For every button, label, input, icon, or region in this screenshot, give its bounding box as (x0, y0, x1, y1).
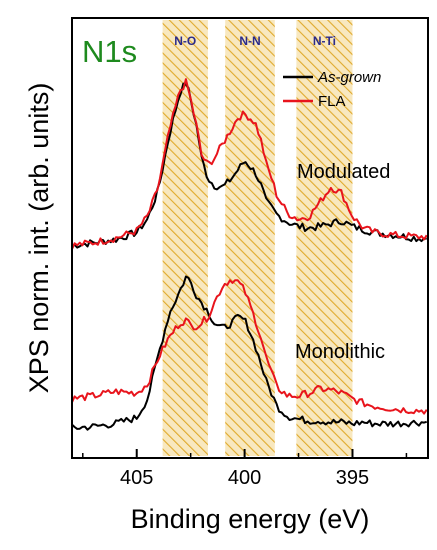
x-tick-label-405: 405 (120, 467, 153, 489)
band-n-o (162, 20, 208, 456)
band-label-n-o: N-O (174, 34, 196, 48)
series-modulated-fla (72, 78, 428, 250)
series-modulated-as-grown (72, 82, 427, 249)
plot-frame (71, 17, 429, 459)
y-axis-title: XPS norm. int. (arb. units) (24, 83, 54, 394)
band-n-n (225, 20, 275, 456)
x-tick-label-395: 395 (336, 467, 369, 489)
legend: As-grown FLA (283, 69, 381, 110)
band-label-n-ti: N-Ti (313, 34, 336, 48)
band-n-ti (296, 20, 353, 456)
panel-title: N1s (82, 34, 137, 69)
legend-label-as-grown: As-grown (317, 69, 381, 86)
energy-bands: N-O N-N N-Ti (162, 20, 353, 456)
spectra (72, 78, 428, 431)
legend-label-fla: FLA (318, 93, 346, 110)
series-monolithic-fla (72, 279, 428, 415)
series-monolithic-as-grown (72, 275, 427, 431)
panel-title-text: N1s (82, 34, 137, 69)
x-axis-ticks: 405 400 395 (82, 449, 408, 489)
trace-label-monolithic: Monolithic (295, 341, 385, 363)
x-axis-title: Binding energy (eV) (131, 504, 370, 534)
trace-label-modulated: Modulated (297, 161, 390, 183)
x-tick-label-400: 400 (228, 467, 261, 489)
band-label-n-n: N-N (239, 34, 260, 48)
